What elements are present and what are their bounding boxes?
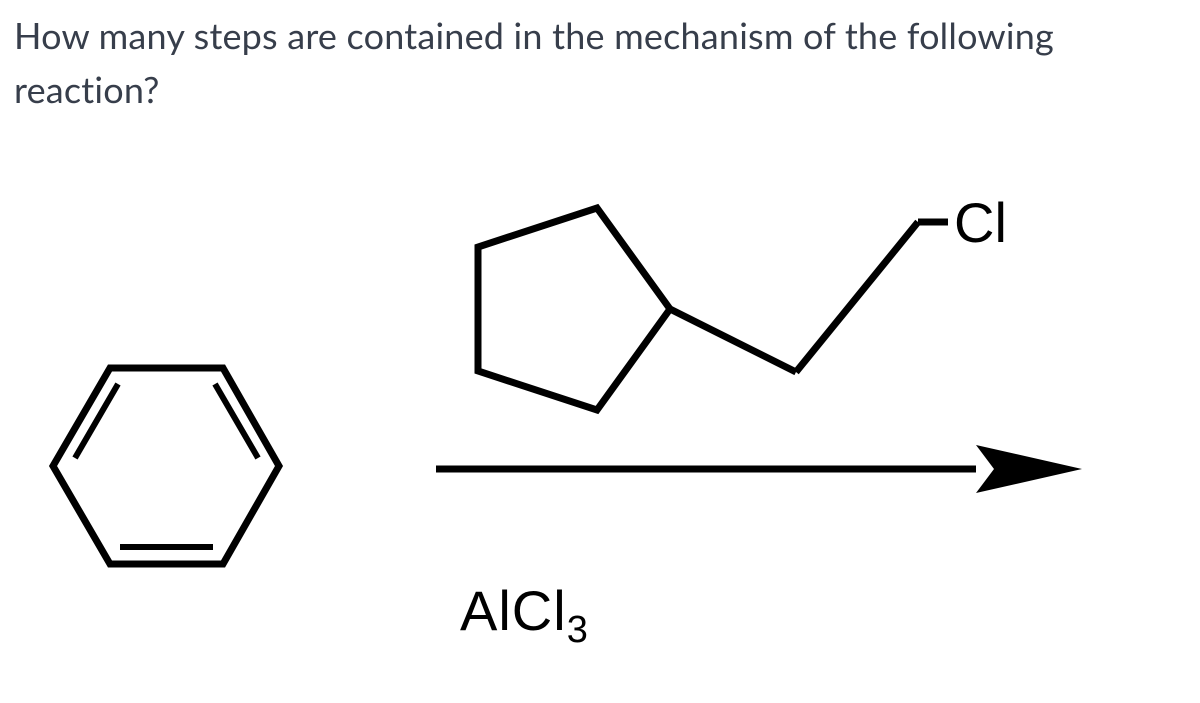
catalyst-base: AlCl: [460, 579, 567, 642]
catalyst-label: AlCl3: [460, 578, 589, 643]
reaction-arrow: [400, 429, 1100, 509]
reaction-scheme-canvas: How many steps are contained in the mech…: [0, 0, 1200, 703]
catalyst-sub: 3: [567, 609, 589, 651]
benzene-structure: [16, 316, 316, 616]
question-text: How many steps are contained in the mech…: [14, 8, 1174, 116]
chlorine-label: Cl: [954, 190, 1007, 255]
